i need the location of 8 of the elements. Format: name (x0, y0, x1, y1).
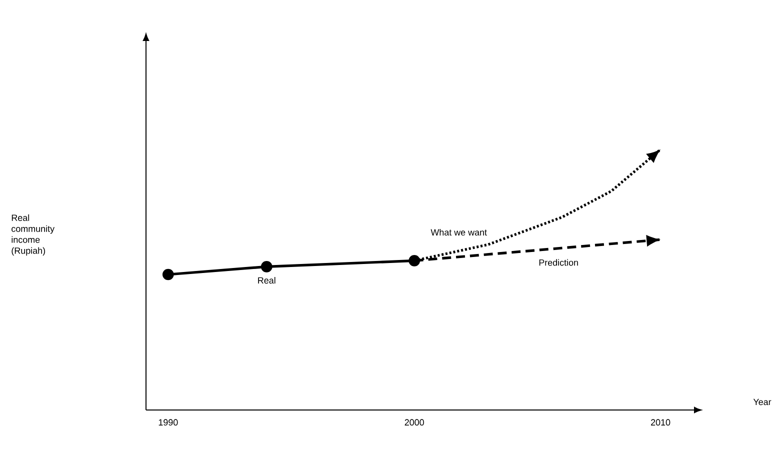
x-tick-label: 2000 (404, 419, 424, 426)
text: Year (753, 398, 772, 406)
series-label: Real (258, 277, 276, 284)
x-tick-label: 2010 (651, 419, 670, 426)
x-tick-label: 1990 (158, 419, 178, 426)
series-label: What we want (430, 228, 487, 236)
text: Real community income (Rupiah) (12, 214, 55, 256)
series-label: Prediction (539, 259, 578, 266)
